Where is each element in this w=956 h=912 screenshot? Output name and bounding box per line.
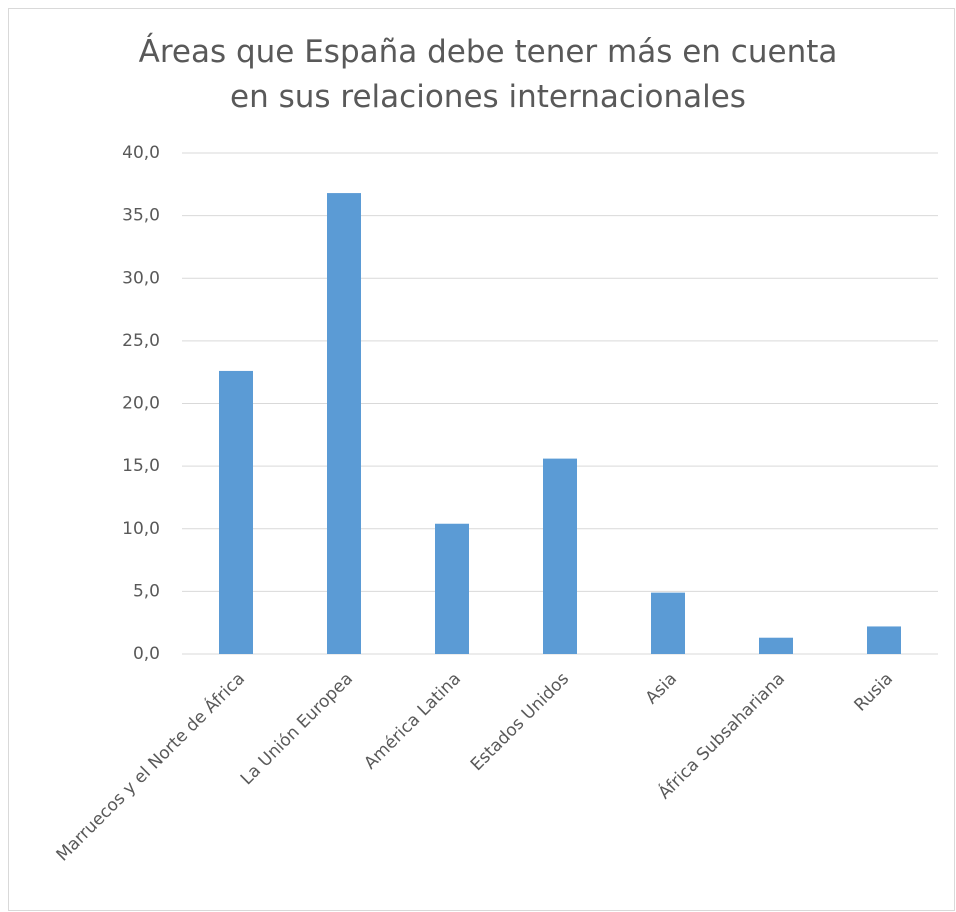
bar: [327, 193, 361, 654]
x-tick-label: Asia: [642, 669, 681, 708]
bar: [651, 592, 685, 654]
bar: [219, 370, 253, 654]
x-tick-label: Estados Unidos: [467, 669, 573, 775]
y-tick-label: 25,0: [122, 331, 160, 351]
bar: [759, 637, 793, 654]
y-tick-label: 30,0: [122, 268, 160, 288]
y-tick-label: 0,0: [133, 644, 160, 664]
x-tick-label: Rusia: [851, 669, 898, 716]
y-tick-label: 35,0: [122, 206, 160, 226]
chart-title: Áreas que España debe tener más en cuent…: [138, 34, 838, 115]
y-tick-label: 10,0: [122, 519, 160, 539]
bar: [435, 523, 469, 654]
bar: [867, 626, 901, 654]
bar: [543, 458, 577, 654]
y-tick-label: 40,0: [122, 143, 160, 163]
y-tick-label: 5,0: [133, 581, 160, 601]
chart-border: [8, 8, 955, 911]
x-tick-label: América Latina: [360, 669, 465, 774]
y-tick-label: 20,0: [122, 394, 160, 414]
y-tick-label: 15,0: [122, 456, 160, 476]
x-tick-label: La Unión Europea: [237, 669, 357, 789]
x-tick-label: Marruecos y el Norte de África: [51, 668, 249, 866]
